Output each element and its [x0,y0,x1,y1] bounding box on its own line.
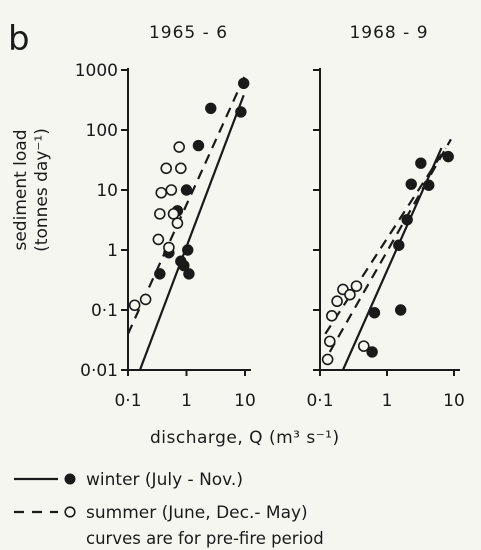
winter-point [192,139,205,152]
summer-point [323,335,336,348]
summer-dashed-curve [324,147,447,335]
summer-point [173,141,185,153]
summer-point [155,186,168,199]
y-tick-label: 100 [86,121,118,141]
winter-point [154,268,166,280]
x-tick-label: 1 [382,391,393,411]
summer-point [344,288,356,301]
summer-point [165,184,178,196]
y-axis-ticks: 1000 100 10 1 0·1 0·01 [75,61,118,381]
legend-entry-summer: summer (June, Dec.- May) [14,503,308,523]
y-tick-label: 1 [107,241,118,261]
summer-point [321,353,334,366]
legend-entry-winter: winter (July - Nov.) [14,470,243,490]
x-tick-label: 0·1 [306,391,333,411]
winter-point [183,268,195,280]
winter-point [415,157,427,169]
panel-title: 1965 - 6 [149,23,228,43]
winter-point [393,239,405,251]
panel-label: b [8,19,30,59]
y-tick-label: 0·1 [91,301,118,321]
y-axis-label-line-1: sediment load [11,129,31,250]
panel-1968-9: 1968 - 9 0·1 1 10 [306,23,464,411]
summer-dashed-curve [328,138,452,353]
x-tick-label: 1 [181,391,192,411]
winter-point [205,102,217,114]
winter-point [394,304,407,316]
legend-winter-text: winter (July - Nov.) [86,470,243,490]
summer-point [167,208,180,220]
y-axis-label: sediment load (tonnes day⁻¹) [11,128,52,252]
winter-point [368,307,381,319]
legend-summer-text: summer (June, Dec.- May) [86,503,308,523]
winter-point [442,150,454,163]
summer-point [171,217,184,229]
legend-note: curves are for pre-fire period [86,529,324,548]
winter-point [401,213,413,226]
summer-point [350,280,363,292]
y-tick-label: 10 [96,181,118,201]
winter-point [235,106,247,118]
legend: winter (July - Nov.) summer (June, Dec.-… [14,470,324,548]
summer-point [175,162,187,175]
x-tick-label: 10 [234,391,256,411]
winter-point [178,259,190,272]
winter-point [405,178,417,190]
panel-title: 1968 - 9 [349,23,428,43]
y-tick-label: 0·01 [80,361,118,381]
legend-filled-marker [64,473,76,485]
summer-point [163,241,175,254]
winter-point [182,244,194,256]
x-tick-label: 10 [443,391,465,411]
x-axis-label: discharge, Q (m³ s⁻¹) [150,428,340,448]
summer-point [128,299,141,312]
winter-point [423,179,435,191]
summer-point [325,310,338,322]
y-tick-label: 1000 [75,61,118,81]
summer-point [139,293,152,306]
winter-point [366,346,378,358]
winter-solid-curve [138,94,245,370]
summer-dashed-curve [128,72,248,335]
panel-1965-6: 1965 - 6 0·1 1 10 [114,23,255,411]
y-axis-label-line-2: (tonnes day⁻¹) [32,128,52,252]
summer-point [160,162,173,175]
x-tick-label: 0·1 [114,391,141,411]
winter-point [180,184,193,196]
summer-point [331,295,343,308]
summer-point [152,233,165,246]
summer-point [154,208,166,220]
winter-point [237,77,250,90]
summer-point [357,340,370,352]
legend-open-marker [64,506,76,518]
